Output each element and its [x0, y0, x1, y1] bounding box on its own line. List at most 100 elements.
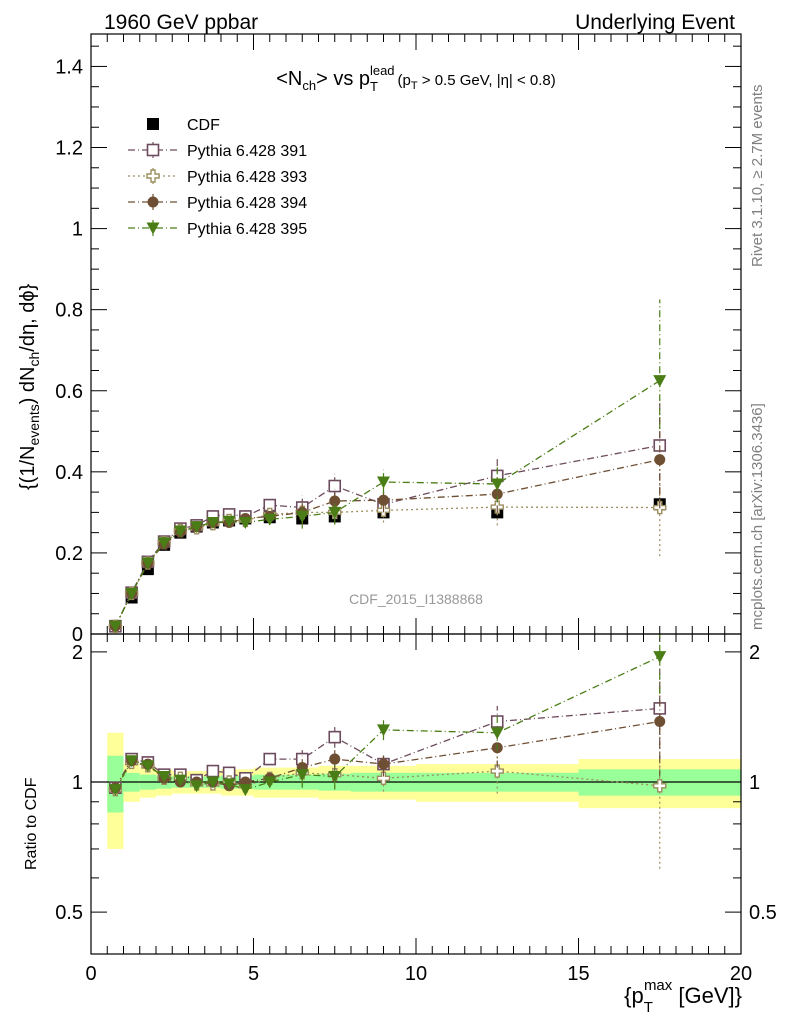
data-point: [378, 494, 389, 506]
header-right: Underlying Event: [575, 11, 735, 34]
bottom-frame: [90, 633, 742, 955]
ratio-point: [206, 776, 220, 789]
bottom-y-label: Ratio to CDF: [23, 777, 40, 870]
xlabel-sup-a: max: [644, 977, 673, 994]
legend-entry-cdf: CDF: [147, 117, 220, 134]
ylabel-sub-a: events: [26, 404, 42, 445]
ylabel-part-b: ) dN: [17, 366, 39, 404]
legend-label: Pythia 6.428 393: [187, 169, 307, 186]
legend-label: Pythia 6.428 391: [187, 143, 307, 160]
bottom-y-tick-label-right: 1: [749, 772, 760, 794]
data-point: [238, 517, 252, 530]
ratio-point: [329, 753, 341, 765]
title-sub-a: ch: [302, 78, 316, 93]
top-y-tick-label: 1.4: [55, 56, 83, 78]
ratio-series-pythia-6-428-395: [108, 634, 667, 797]
series-cdf: [109, 498, 666, 632]
data-point: [206, 517, 220, 530]
data-point: [125, 587, 139, 600]
data-point: [108, 620, 122, 633]
bottom-y-tick-labels: 0.5 0.5 1 1 2 2: [55, 642, 777, 924]
ratio-point: [653, 779, 667, 793]
top-y-tick-label: 0.4: [55, 462, 83, 484]
top-y-tick-label: 1: [72, 219, 83, 241]
legend-marker: [146, 143, 160, 157]
bottom-y-tick-label-left: 0.5: [55, 902, 83, 924]
data-point: [491, 488, 503, 500]
header-left: 1960 GeV ppbar: [104, 11, 258, 34]
ratio-point: [206, 764, 220, 778]
x-tick-label: 5: [248, 963, 259, 985]
title-sup-b: lead: [370, 63, 395, 78]
top-panel: 0 0.2 0.4 0.6 0.8 1 1.2 1.4 <Nch> vs pTlead(pT …: [17, 33, 742, 646]
ylabel-part-a: {(1/N: [17, 446, 39, 490]
ratio-point: [490, 727, 504, 740]
legend-marker: [147, 196, 159, 208]
ratio-point: [377, 724, 390, 737]
data-point: [295, 510, 309, 523]
legend-marker: [146, 169, 160, 183]
series-pythia-6-428-395: [108, 299, 667, 633]
x-axis-label: {pTmax [GeV]}: [624, 977, 742, 1016]
ratio-point: [238, 784, 252, 797]
ratio-point: [295, 769, 309, 782]
ratio-point: [490, 764, 504, 778]
analysis-watermark: CDF_2015_I1388868: [349, 591, 483, 607]
ratio-point: [125, 755, 139, 768]
legend-entry-pythia-6-428-395: Pythia 6.428 395: [128, 220, 307, 238]
ratio-point: [376, 771, 391, 785]
top-y-tick-label: 0.8: [55, 300, 83, 322]
legend-label: CDF: [187, 117, 220, 134]
data-point: [328, 506, 342, 519]
top-y-label: {(1/Nevents) dNch/dη, dϕ}: [17, 283, 42, 490]
data-point: [222, 515, 236, 528]
data-point: [190, 521, 204, 534]
ratio-point: [108, 784, 122, 797]
xlabel-part-b: [GeV]}: [672, 983, 742, 1008]
mcplots-label: mcplots.cern.ch [arXiv:1306.3436]: [749, 403, 766, 630]
data-point: [653, 375, 667, 388]
ratio-point: [157, 770, 171, 783]
series-line: [114, 380, 661, 627]
top-y-tick-labels: 0 0.2 0.4 0.6 0.8 1 1.2 1.4: [55, 56, 83, 646]
legend-label: Pythia 6.428 395: [187, 221, 307, 238]
title-part-a: <N: [276, 68, 302, 90]
x-tick-label: 15: [567, 963, 589, 985]
ratio-point: [328, 770, 342, 783]
legend-entry-pythia-6-428-391: Pythia 6.428 391: [128, 142, 307, 160]
ratio-point: [328, 730, 342, 744]
ratio-point: [263, 752, 277, 766]
top-y-tick-label: 0: [72, 624, 83, 646]
x-tick-label: 0: [85, 963, 96, 985]
title-part-d: > 0.5 GeV, |η| < 0.8): [418, 72, 556, 89]
title-part-b: > vs p: [316, 68, 370, 90]
bottom-panel: 0.5 0.5 1 1 2 2 0 5 10 15 20 Ratio to CDF {pTmax …: [23, 633, 777, 1016]
title-sub-c: T: [411, 80, 418, 92]
bottom-y-tick-label-right: 0.5: [749, 902, 777, 924]
legend-marker: [147, 118, 159, 130]
xlabel-sub-a: T: [644, 999, 653, 1016]
top-title: <Nch> vs pTlead(pT > 0.5 GeV, |η| < 0.8): [276, 63, 556, 94]
ratio-point: [173, 774, 187, 787]
legend: CDF Pythia 6.428 391 Pythia 6.428 393 Pythi…: [128, 117, 307, 238]
x-tick-label: 10: [405, 963, 427, 985]
rivet-label: Rivet 3.1.10, ≥ 2.7M events: [749, 85, 766, 268]
data-point: [329, 495, 341, 507]
bottom-y-tick-label-right: 2: [749, 642, 760, 664]
ratio-point: [141, 760, 155, 773]
data-point: [490, 478, 504, 491]
bottom-axis-ticks: [90, 634, 742, 954]
data-point: [141, 557, 155, 570]
data-point: [263, 513, 277, 526]
x-tick-labels: 0 5 10 15 20: [85, 963, 752, 985]
data-point: [173, 525, 187, 538]
ylabel-part-c: /dη, dϕ}: [17, 283, 39, 351]
top-y-tick-label: 0.6: [55, 381, 83, 403]
x-tick-label: 20: [730, 963, 752, 985]
legend-label: Pythia 6.428 394: [187, 195, 307, 212]
series-line: [114, 506, 660, 627]
ratio-point: [222, 778, 236, 791]
ratio-point: [378, 758, 389, 770]
bottom-y-tick-label-left: 1: [72, 772, 83, 794]
legend-entry-pythia-6-428-393: Pythia 6.428 393: [128, 168, 307, 186]
